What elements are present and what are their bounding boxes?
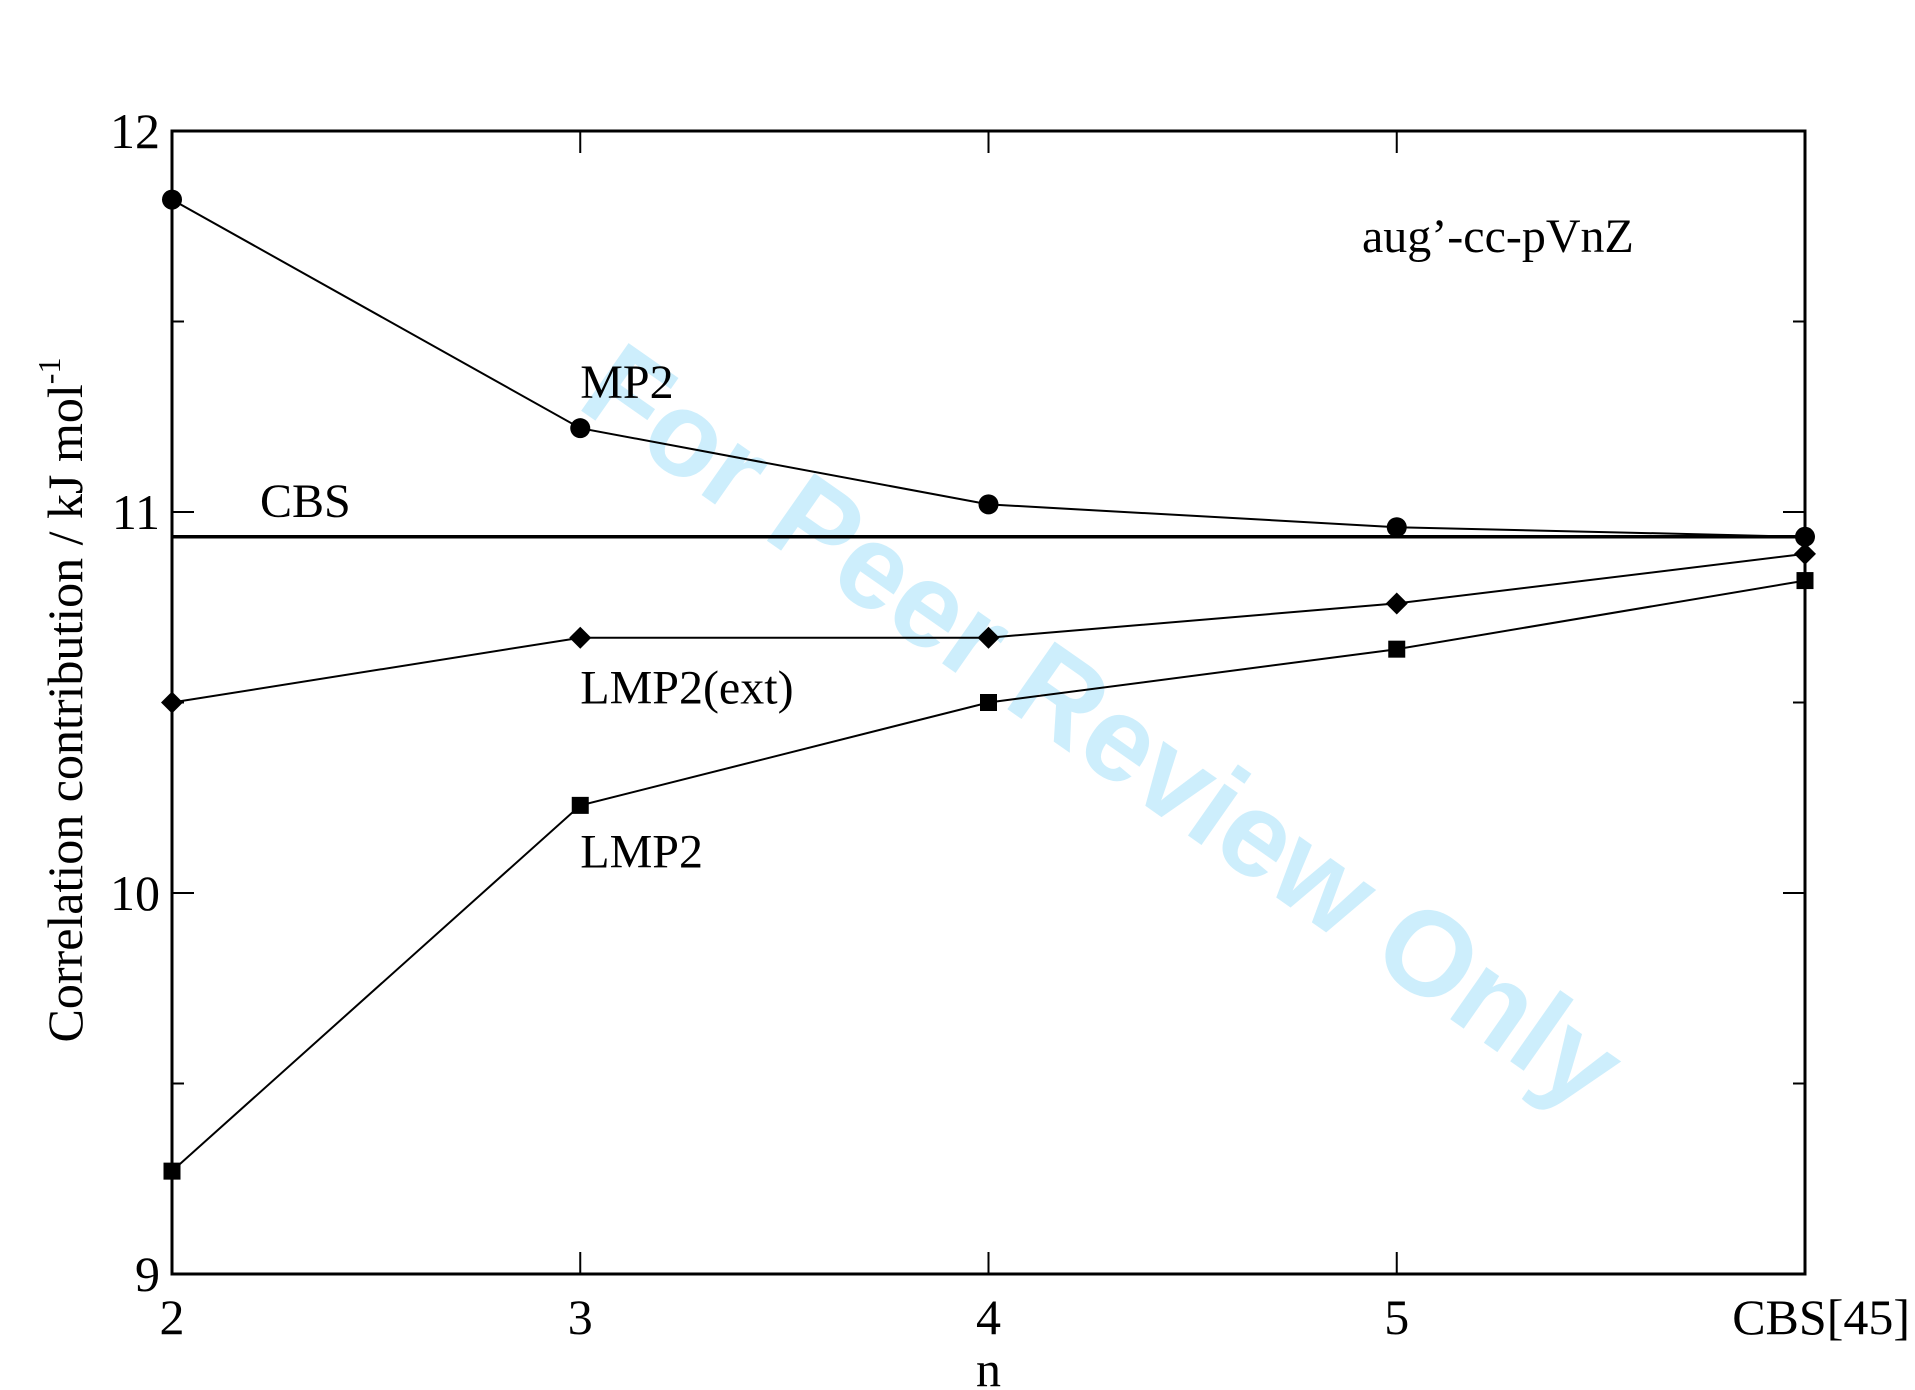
series-label-lmp2-ext: LMP2(ext) [580,662,793,715]
data-point-lmp2 [571,796,589,814]
watermark: For Peer Review Only [560,318,1648,1136]
data-point-mp2 [978,494,999,515]
x-axis-title: n [976,1341,1001,1390]
x-tick-label: 2 [160,1289,185,1345]
data-point-lmp2 [980,694,997,711]
y-tick-label: 10 [110,865,160,921]
x-tick-label: CBS[45] [1732,1289,1910,1345]
data-point-mp2 [1795,526,1815,547]
data-point-mp2 [570,418,591,439]
x-tick-label: 4 [976,1289,1001,1345]
y-tick-label: 11 [112,484,160,540]
series-label-lmp2: LMP2 [580,825,703,878]
x-tick-label: 3 [568,1289,593,1345]
data-point-lmp2-ext [1385,592,1408,615]
data-point-lmp2-ext [977,626,1000,649]
data-point-mp2 [1386,517,1407,538]
y-axis-title-superscript: -1 [31,358,67,385]
data-point-lmp2-ext [1794,542,1816,565]
y-tick-label: 12 [110,103,160,159]
data-point-lmp2-ext [569,626,592,649]
y-tick-label: 9 [135,1246,160,1302]
series-label-mp2: MP2 [580,356,673,409]
x-tick-label: 5 [1384,1289,1409,1345]
data-point-lmp2 [163,1162,181,1180]
cbs-line-label: CBS [260,475,351,528]
data-point-lmp2-ext [161,691,183,714]
basis-set-annotation: aug’-cc-pVnZ [1362,210,1634,263]
data-point-lmp2 [1388,640,1406,658]
y-axis-title: Correlation contribution / kJ mol-1 [31,358,93,1043]
data-point-lmp2 [1796,572,1814,590]
data-point-mp2 [162,189,182,210]
